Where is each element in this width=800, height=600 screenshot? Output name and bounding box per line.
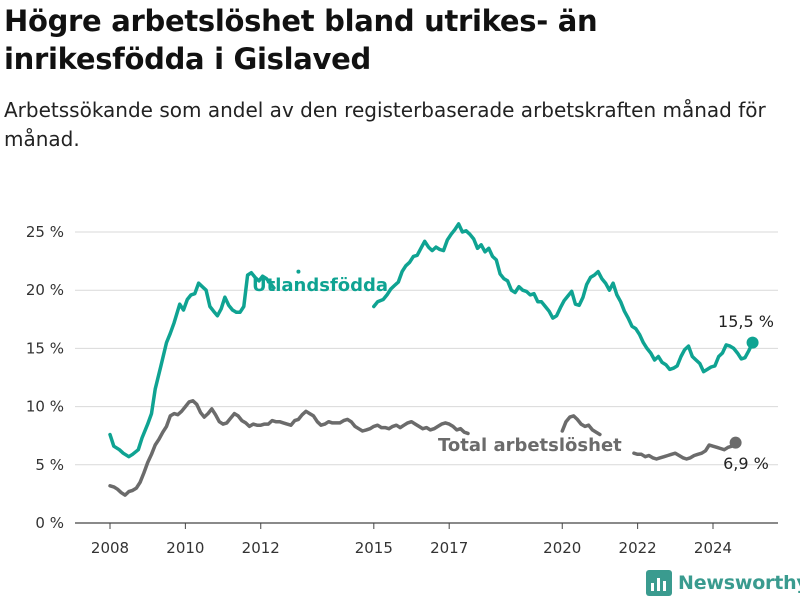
end-marker [746,336,759,349]
series-line [108,270,276,459]
newsworthy-logo-icon [646,570,672,596]
x-tick-label: 2012 [242,539,280,557]
grid [75,231,778,524]
series-label-total: Total arbetslöshet [438,435,622,456]
chart-subtitle: Arbetssökande som andel av den registerb… [4,98,766,151]
series-labels: Utlandsfödda Total arbetslöshet 15,5 % 6,9 … [252,275,774,473]
series-label-utlandsfodda: Utlandsfödda [252,275,388,296]
series-line [632,440,738,461]
y-axis: 0 % 5 % 10 % 15 % 20 % 25 % [26,223,64,532]
end-value-label-total: 6,9 % [723,454,769,473]
brand-name: Newsworthy [678,572,800,594]
x-tick-label: 2008 [91,539,129,557]
x-axis: 2008 2010 2012 2015 2017 2020 2022 2024 [91,523,732,557]
y-tick-label: 10 % [26,398,64,416]
x-tick-label: 2015 [355,539,393,557]
x-tick-label: 2017 [430,539,468,557]
end-value-label-utlandsfodda: 15,5 % [718,312,774,331]
series-line [560,414,602,437]
y-tick-label: 5 % [35,456,64,474]
chart-title: Högre arbetslöshet bland utrikes- än inr… [4,4,598,76]
series-point [296,269,301,274]
y-tick-label: 0 % [35,514,64,532]
series-line [372,222,755,374]
brand-logo: Newsworthy [646,568,800,598]
x-tick-label: 2020 [543,539,581,557]
y-tick-label: 20 % [26,281,64,299]
x-tick-label: 2010 [166,539,204,557]
x-tick-label: 2024 [694,539,732,557]
y-tick-label: 25 % [26,223,64,241]
x-tick-label: 2022 [619,539,657,557]
y-tick-label: 15 % [26,339,64,357]
series-line [108,399,470,497]
end-marker [729,436,742,449]
series-lines [108,222,759,497]
